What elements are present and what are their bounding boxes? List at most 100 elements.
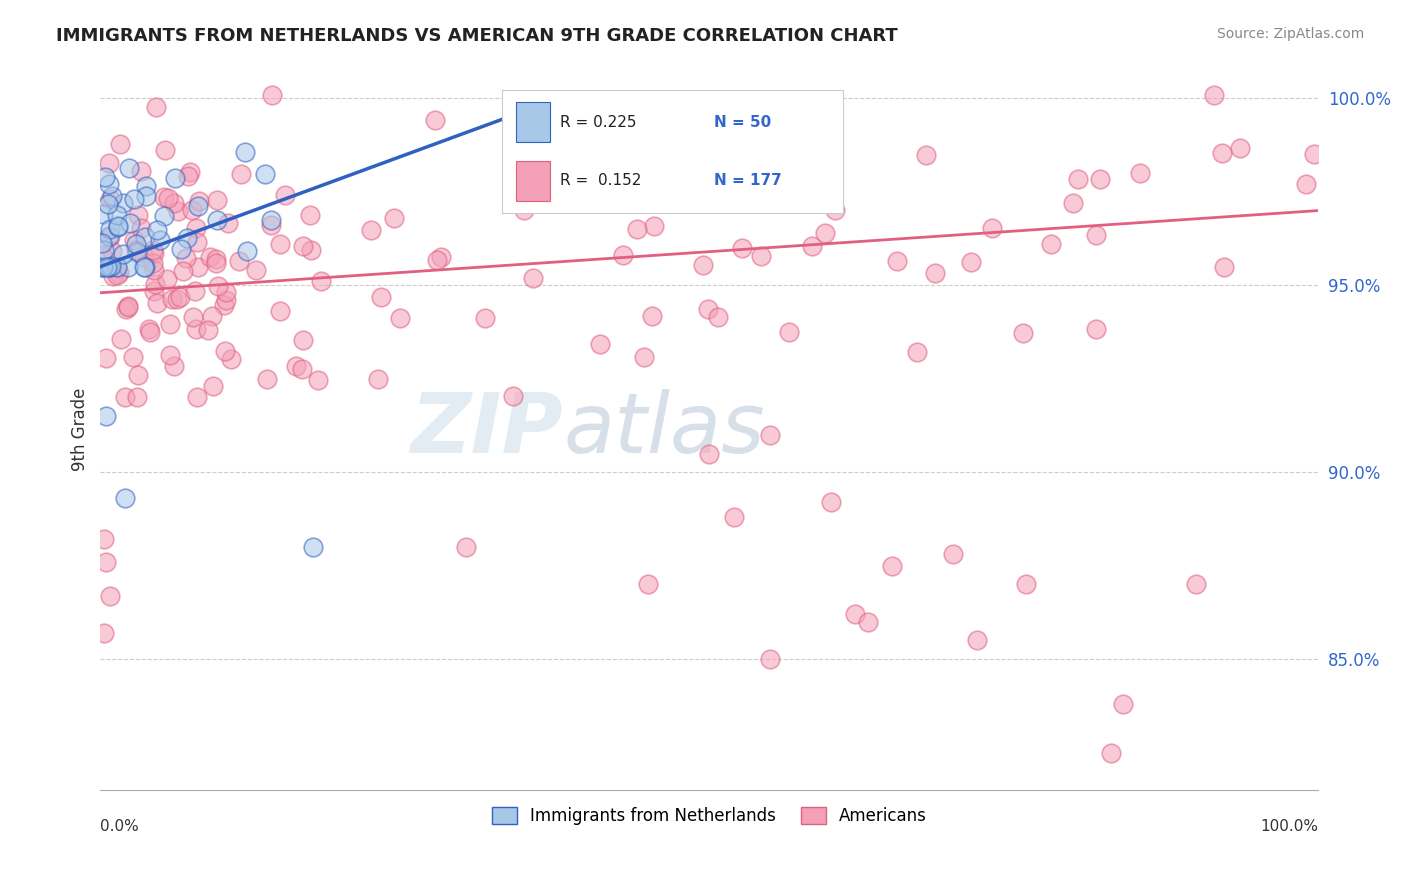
Point bbox=[97, 196, 120, 211]
Point bbox=[201, 379, 224, 393]
Point bbox=[97, 229, 120, 244]
Point bbox=[100, 259, 122, 273]
Point bbox=[101, 269, 124, 284]
Point bbox=[170, 242, 193, 256]
Point bbox=[778, 326, 800, 340]
Point bbox=[966, 633, 988, 648]
Point bbox=[633, 351, 655, 365]
Point bbox=[260, 87, 283, 102]
Point bbox=[98, 260, 121, 274]
Point bbox=[219, 351, 242, 366]
Point bbox=[184, 322, 207, 336]
Point bbox=[641, 309, 664, 323]
Point bbox=[142, 243, 165, 257]
Point bbox=[112, 196, 135, 211]
Point bbox=[212, 298, 235, 312]
Point bbox=[179, 164, 201, 178]
Point bbox=[1084, 227, 1107, 242]
Point bbox=[924, 266, 946, 280]
Point bbox=[134, 230, 156, 244]
Point bbox=[980, 221, 1002, 235]
Point bbox=[205, 256, 228, 270]
Point bbox=[187, 260, 209, 274]
Point bbox=[814, 226, 837, 240]
Point bbox=[253, 167, 276, 181]
Text: ZIP: ZIP bbox=[411, 389, 564, 470]
Point bbox=[198, 250, 221, 264]
Point bbox=[177, 169, 200, 183]
Point bbox=[1229, 141, 1251, 155]
Point bbox=[135, 188, 157, 202]
Point bbox=[905, 345, 928, 359]
Point bbox=[143, 263, 166, 277]
Point bbox=[145, 223, 167, 237]
Point bbox=[291, 239, 314, 253]
Point bbox=[214, 343, 236, 358]
Point bbox=[93, 626, 115, 640]
Text: Source: ZipAtlas.com: Source: ZipAtlas.com bbox=[1216, 27, 1364, 41]
Point bbox=[426, 252, 449, 267]
Point bbox=[172, 264, 194, 278]
Point bbox=[134, 260, 156, 274]
Point bbox=[98, 222, 121, 236]
Point bbox=[97, 260, 120, 274]
Point bbox=[159, 317, 181, 331]
Point bbox=[159, 348, 181, 362]
Point bbox=[186, 391, 208, 405]
Point bbox=[139, 325, 162, 339]
Point bbox=[1112, 697, 1135, 711]
Text: 0.0%: 0.0% bbox=[100, 819, 139, 834]
Point bbox=[245, 262, 267, 277]
Point bbox=[430, 250, 453, 264]
Point bbox=[217, 216, 239, 230]
Point bbox=[91, 260, 114, 274]
Point bbox=[643, 219, 665, 233]
Point bbox=[697, 446, 720, 460]
Point bbox=[311, 274, 333, 288]
Text: atlas: atlas bbox=[564, 389, 765, 470]
Point bbox=[886, 253, 908, 268]
Point bbox=[114, 391, 136, 405]
Point bbox=[101, 244, 124, 258]
Point bbox=[118, 216, 141, 230]
Point bbox=[108, 136, 131, 151]
Point bbox=[626, 222, 648, 236]
Point bbox=[800, 238, 823, 252]
Point bbox=[1062, 196, 1084, 211]
Point bbox=[474, 311, 496, 326]
Point bbox=[143, 246, 166, 260]
Point bbox=[1302, 147, 1324, 161]
Point bbox=[637, 577, 659, 591]
Point bbox=[114, 491, 136, 506]
Point bbox=[260, 218, 283, 232]
Point bbox=[856, 615, 879, 629]
Point bbox=[132, 250, 155, 264]
Point bbox=[163, 359, 186, 373]
Point bbox=[145, 296, 167, 310]
Point bbox=[98, 229, 121, 244]
Point bbox=[96, 555, 118, 569]
Point bbox=[686, 182, 709, 196]
Point bbox=[122, 350, 145, 364]
Point bbox=[697, 301, 720, 316]
Point bbox=[388, 311, 411, 326]
Point bbox=[454, 540, 477, 554]
Point bbox=[117, 301, 139, 315]
Point bbox=[197, 322, 219, 336]
Point bbox=[143, 277, 166, 291]
Point bbox=[207, 213, 229, 227]
Point bbox=[844, 607, 866, 622]
Point bbox=[370, 290, 392, 304]
Point bbox=[160, 293, 183, 307]
Text: IMMIGRANTS FROM NETHERLANDS VS AMERICAN 9TH GRADE CORRELATION CHART: IMMIGRANTS FROM NETHERLANDS VS AMERICAN … bbox=[56, 27, 898, 45]
Point bbox=[612, 248, 634, 262]
Point bbox=[789, 112, 811, 126]
Point bbox=[502, 389, 524, 403]
Point bbox=[308, 373, 330, 387]
Point bbox=[366, 372, 388, 386]
Point bbox=[820, 495, 842, 509]
Point bbox=[105, 208, 128, 222]
Point bbox=[1211, 146, 1233, 161]
Point bbox=[169, 289, 191, 303]
Point bbox=[423, 113, 446, 128]
